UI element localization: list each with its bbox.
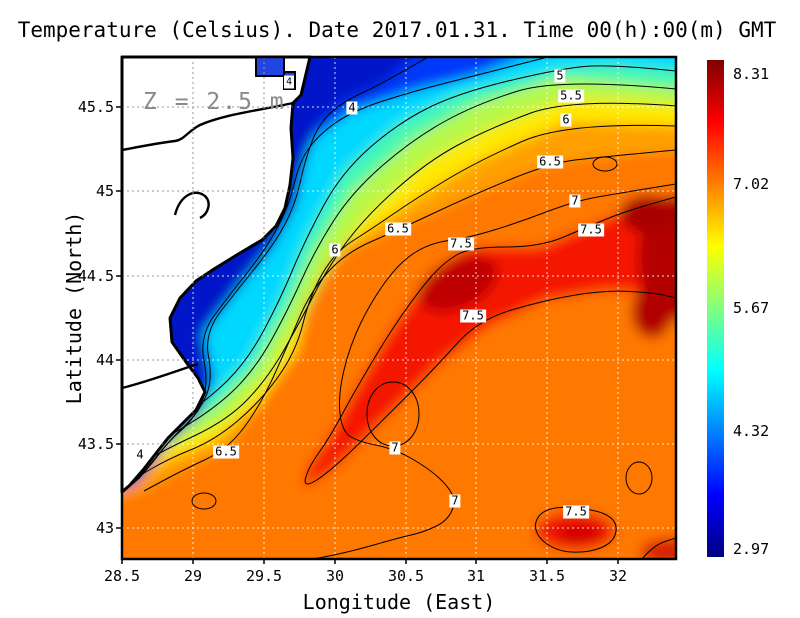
x-tick-label: 29.5: [245, 567, 283, 585]
temperature-core-blob: [620, 195, 676, 233]
y-tick-label: 44: [95, 351, 114, 369]
contour-value-label: 7.5: [578, 222, 604, 237]
closed-contour-oval: [625, 461, 653, 495]
contour-line: [123, 57, 549, 490]
temperature-core-blob: [418, 255, 498, 313]
y-axis-title: Latitude (North): [62, 211, 86, 405]
closed-contour-oval: [592, 156, 618, 172]
contour-line: [123, 83, 676, 468]
y-tick-label: 44.5: [77, 267, 114, 285]
y-tick-label: 43.5: [77, 435, 114, 453]
x-tick-label: 31: [466, 567, 486, 585]
y-tick-label: 45: [95, 182, 114, 200]
contour-line: [133, 124, 676, 480]
colorbar-tick-label: 4.32: [733, 422, 770, 440]
y-tick-label: 45.5: [77, 98, 114, 116]
contour-value-label: 7: [449, 493, 461, 508]
x-tick-label: 29: [183, 567, 203, 585]
x-axis-title: Longitude (East): [302, 590, 496, 614]
colorbar-tick-label: 2.97: [733, 540, 770, 558]
contour-value-label: 7.5: [448, 236, 474, 251]
contour-value-label: 7.5: [563, 504, 589, 519]
contour-line: [304, 196, 676, 485]
contour-value-label: 4: [346, 100, 358, 115]
temperature-core-blob: [632, 286, 672, 338]
contour-value-label: 6: [560, 112, 572, 127]
contour-value-label: 7: [389, 440, 401, 455]
contour-line: [127, 102, 676, 473]
contour-value-label: 4: [283, 75, 295, 89]
y-tick-label: 43: [95, 519, 114, 537]
contour-value-label: 4: [134, 447, 146, 462]
estuary-line: [121, 101, 294, 152]
contour-value-label: 5: [554, 68, 566, 83]
colorbar-tick-label: 8.31: [733, 65, 770, 83]
x-tick-label: 28.5: [103, 567, 141, 585]
closed-contour-oval: [191, 492, 217, 510]
colorbar-tick-label: 5.67: [733, 299, 770, 317]
figure-title: Temperature (Celsius). Date 2017.01.31. …: [17, 18, 777, 42]
colorbar-tick-label: 7.02: [733, 175, 770, 193]
contour-value-label: 6.5: [213, 444, 239, 459]
contour-value-label: 7.5: [460, 308, 486, 323]
x-tick-label: 32: [608, 567, 628, 585]
contour-value-label: 6: [329, 242, 341, 257]
estuary-line: [173, 191, 210, 220]
colorbar: [707, 60, 724, 557]
closed-contour: [534, 506, 617, 553]
contour-value-label: 5.5: [558, 88, 584, 103]
temperature-core-blob: [558, 524, 602, 544]
coastal-lagoon-water: [255, 56, 285, 77]
contour-value-label: 7: [569, 193, 581, 208]
contour-line: [641, 537, 676, 559]
x-tick-label: 31.5: [528, 567, 566, 585]
temperature-band: [303, 199, 676, 489]
temperature-core-blob: [640, 538, 676, 559]
x-tick-label: 30: [325, 567, 345, 585]
estuary-line: [121, 362, 199, 390]
contour-line: [122, 65, 676, 463]
contour-value-label: 6.5: [385, 221, 411, 236]
land-coastline: [120, 55, 312, 494]
plot-border: [120, 55, 678, 561]
contour-value-label: 6.5: [537, 154, 563, 169]
x-tick-label: 30.5: [387, 567, 425, 585]
contour-line: [311, 183, 676, 559]
depth-annotation: Z = 2.5 m: [143, 89, 286, 115]
